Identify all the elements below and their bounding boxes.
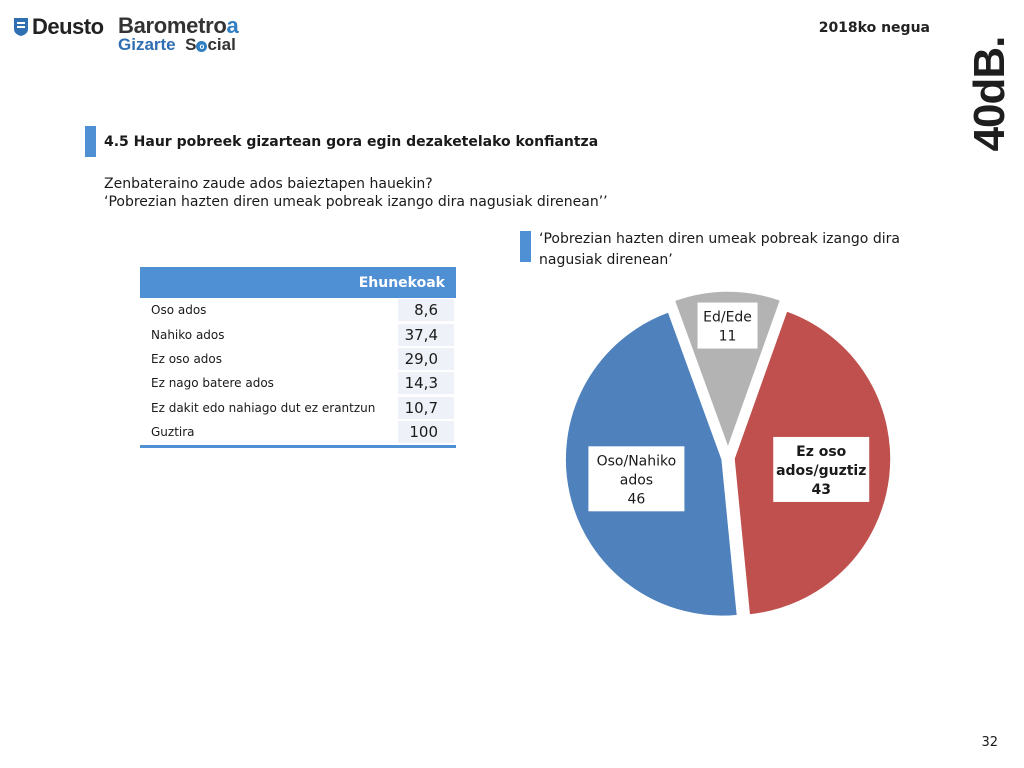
social-rest-text: cial bbox=[207, 35, 236, 54]
season-label: 2018ko negua bbox=[818, 20, 930, 36]
pie-slice-label: ados bbox=[620, 472, 653, 488]
table-row-label: Nahiko ados bbox=[151, 327, 225, 342]
table-row-label: Guztira bbox=[151, 425, 195, 440]
table-row-label: Oso ados bbox=[151, 303, 207, 318]
section-title: 4.5 Haur pobreek gizartean gora egin dez… bbox=[104, 134, 599, 150]
table-row-label: Ez nago batere ados bbox=[151, 376, 274, 391]
barometroa-accent-text: a bbox=[226, 13, 239, 38]
chart-title: ‘Pobrezian hazten diren umeak pobreak iz… bbox=[539, 231, 900, 268]
deusto-logo-text: Deusto bbox=[32, 14, 104, 39]
table-row: Oso ados 8,6 bbox=[140, 298, 456, 322]
pie-slice-label: 46 bbox=[627, 491, 645, 507]
table-row-value: 100 bbox=[398, 421, 454, 444]
pie-label-box bbox=[588, 446, 685, 512]
pie-label-box bbox=[773, 436, 870, 502]
social-o-icon: o bbox=[196, 41, 208, 52]
percentages-table: Ehunekoak Oso ados 8,6 Nahiko ados 37,4 Ez o… bbox=[140, 267, 456, 449]
pie-slice-label: ados/guztiz bbox=[776, 463, 866, 479]
table-row-value: 29,0 bbox=[398, 347, 454, 370]
table-row: Ez dakit edo nahiago dut ez erantzun 10,7 bbox=[140, 396, 456, 420]
chart-marker bbox=[520, 231, 531, 262]
table-header: Ehunekoak bbox=[140, 267, 456, 298]
page-number: 32 bbox=[981, 735, 998, 750]
barometroa-main-text: Barometro bbox=[118, 13, 227, 38]
pie-label-box bbox=[697, 302, 758, 349]
table-bottom-line bbox=[140, 445, 456, 449]
table-row-value: 8,6 bbox=[398, 299, 454, 322]
pie-slice-label: Oso/Nahiko bbox=[597, 453, 677, 469]
pie-slice-label: 11 bbox=[719, 329, 737, 345]
table-row-value: 14,3 bbox=[398, 372, 454, 395]
barometroa-logo: Barometroa bbox=[118, 13, 239, 39]
table-row: Guztira 100 bbox=[140, 420, 456, 444]
section-marker bbox=[85, 126, 96, 157]
table-row: Ez nago batere ados 14,3 bbox=[140, 371, 456, 395]
gizarte-text: Gizarte bbox=[118, 35, 176, 54]
table-row-label: Ez oso ados bbox=[151, 351, 223, 366]
deusto-shield-icon bbox=[14, 18, 28, 36]
question-text: Zenbateraino zaude ados baieztapen hauek… bbox=[104, 176, 433, 192]
social-s-text: S bbox=[185, 35, 197, 54]
pie-slice-label: Ed/Ede bbox=[703, 310, 752, 326]
table-row: Nahiko ados 37,4 bbox=[140, 322, 456, 346]
table-row: Ez oso ados 29,0 bbox=[140, 347, 456, 371]
pie-slice-label: 43 bbox=[811, 482, 830, 498]
deusto-logo: Deusto bbox=[14, 14, 104, 40]
table-row-value: 37,4 bbox=[398, 323, 454, 346]
pie-slice-label: Ez oso bbox=[796, 444, 847, 460]
table-row-value: 10,7 bbox=[398, 396, 454, 419]
table-row-label: Ez dakit edo nahiago dut ez erantzun bbox=[151, 400, 376, 415]
question-statement: ‘Pobrezian hazten diren umeak pobreak iz… bbox=[104, 194, 608, 210]
